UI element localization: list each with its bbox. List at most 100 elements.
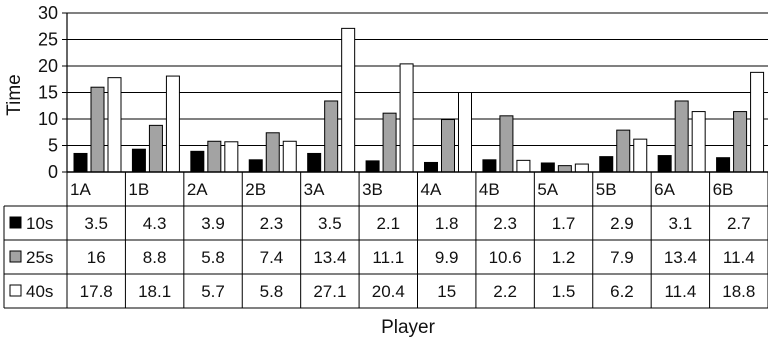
bar-40s-5A — [574, 163, 589, 173]
data-label-10s-4B: 2.3 — [493, 214, 517, 233]
bar-40s-6A — [691, 111, 706, 173]
data-label-10s-5B: 2.9 — [610, 214, 634, 233]
data-label-40s-2A: 5.7 — [201, 282, 225, 301]
legend-swatch-40s — [9, 284, 22, 297]
data-label-25s-4B: 10.6 — [489, 248, 522, 267]
x-tick-label: 5B — [596, 180, 617, 199]
data-label-25s-4A: 9.9 — [435, 248, 459, 267]
bar-25s-2B — [265, 132, 280, 173]
x-tick-label: 6A — [654, 180, 675, 199]
bar-10s-2A — [190, 150, 205, 173]
data-label-25s-2A: 5.8 — [201, 248, 225, 267]
data-label-10s-4A: 1.8 — [435, 214, 459, 233]
bar-25s-1B — [148, 124, 163, 173]
bar-40s-5B — [633, 138, 648, 173]
data-label-10s-2B: 2.3 — [260, 214, 284, 233]
legend-label-10s: 10s — [26, 214, 53, 233]
bar-25s-2A — [207, 140, 222, 173]
bar-40s-2B — [282, 140, 297, 173]
bar-10s-3B — [365, 160, 380, 173]
bar-40s-2A — [224, 141, 239, 173]
data-label-25s-3A: 13.4 — [313, 248, 346, 267]
data-label-25s-1A: 16 — [87, 248, 106, 267]
data-label-10s-3A: 3.5 — [318, 214, 342, 233]
y-tick-label: 0 — [48, 162, 58, 182]
bar-40s-3B — [399, 63, 414, 173]
data-label-40s-6B: 18.8 — [722, 282, 755, 301]
bars — [73, 27, 765, 173]
axes: 0 5 10 15 20 25 30 — [38, 3, 68, 182]
data-label-25s-1B: 8.8 — [143, 248, 167, 267]
bar-25s-6B — [733, 111, 748, 173]
x-tick-label: 1B — [128, 180, 149, 199]
bar-25s-5B — [616, 129, 631, 173]
data-label-40s-4A: 15 — [437, 282, 456, 301]
data-label-25s-5B: 7.9 — [610, 248, 634, 267]
bar-40s-4B — [516, 159, 531, 173]
bar-10s-6A — [657, 155, 672, 173]
legend-label-25s: 25s — [26, 248, 53, 267]
data-label-10s-5A: 1.7 — [552, 214, 576, 233]
data-label-40s-2B: 5.8 — [260, 282, 284, 301]
data-label-10s-1B: 4.3 — [143, 214, 167, 233]
x-tick-label: 2A — [187, 180, 208, 199]
bar-10s-5B — [599, 156, 614, 173]
x-tick-label: 6B — [713, 180, 734, 199]
data-label-10s-3B: 2.1 — [376, 214, 400, 233]
bar-25s-4B — [499, 115, 514, 173]
x-tick-label: 2B — [245, 180, 266, 199]
data-label-25s-5A: 1.2 — [552, 248, 576, 267]
data-label-10s-2A: 3.9 — [201, 214, 225, 233]
x-tick-label: 3B — [362, 180, 383, 199]
bar-10s-5A — [540, 162, 555, 173]
x-tick-label: 4B — [479, 180, 500, 199]
bar-10s-4B — [482, 159, 497, 173]
data-label-40s-5A: 1.5 — [552, 282, 576, 301]
data-label-10s-1A: 3.5 — [84, 214, 108, 233]
y-tick-label: 10 — [38, 109, 58, 129]
data-label-40s-5B: 6.2 — [610, 282, 634, 301]
data-label-25s-2B: 7.4 — [260, 248, 284, 267]
bar-10s-1A — [73, 152, 88, 173]
x-tick-label: 5A — [537, 180, 558, 199]
data-label-40s-4B: 2.2 — [493, 282, 517, 301]
data-label-40s-3B: 20.4 — [372, 282, 405, 301]
bar-10s-4A — [424, 161, 438, 173]
data-label-25s-6B: 11.4 — [723, 248, 755, 267]
y-tick-label: 15 — [38, 83, 58, 103]
data-label-10s-6B: 2.7 — [727, 214, 751, 233]
bar-10s-3A — [307, 152, 322, 173]
y-tick-label: 30 — [38, 3, 58, 23]
data-label-25s-6A: 13.4 — [664, 248, 697, 267]
bar-10s-1B — [131, 148, 146, 173]
gridlines — [67, 12, 768, 146]
data-label-40s-6A: 11.4 — [664, 282, 696, 301]
legend-swatch-25s — [9, 250, 22, 263]
x-axis-label: Player — [381, 317, 436, 338]
data-table: 1A 1B 2A 2B 3A 3B 4A 4B 5A 5B 6A 6B 10s 3.5 4.3 3.9 2.3 3… — [3, 171, 768, 309]
bar-40s-1A — [107, 77, 122, 173]
data-label-25s-3B: 11.1 — [372, 248, 404, 267]
bar-40s-4A — [458, 92, 472, 173]
y-tick-label: 20 — [38, 56, 58, 76]
bar-25s-1A — [90, 86, 105, 173]
data-label-40s-3A: 27.1 — [313, 282, 346, 301]
bar-25s-4A — [441, 119, 455, 173]
data-label-40s-1B: 18.1 — [138, 282, 171, 301]
bar-40s-3A — [341, 27, 356, 173]
legend-swatch-10s — [9, 216, 22, 229]
y-tick-label: 25 — [38, 30, 58, 50]
bar-25s-3B — [382, 112, 397, 173]
bar-25s-6A — [674, 100, 689, 173]
x-tick-label: 1A — [70, 180, 91, 199]
data-label-10s-6A: 3.1 — [669, 214, 693, 233]
bar-25s-3A — [324, 100, 339, 173]
bar-40s-1B — [165, 75, 180, 173]
y-axis-label: Time — [4, 74, 25, 116]
bar-40s-6B — [750, 71, 765, 173]
data-label-40s-1A: 17.8 — [80, 282, 113, 301]
x-tick-label: 3A — [304, 180, 325, 199]
bar-10s-6B — [716, 157, 731, 173]
bar-25s-5A — [557, 165, 572, 173]
